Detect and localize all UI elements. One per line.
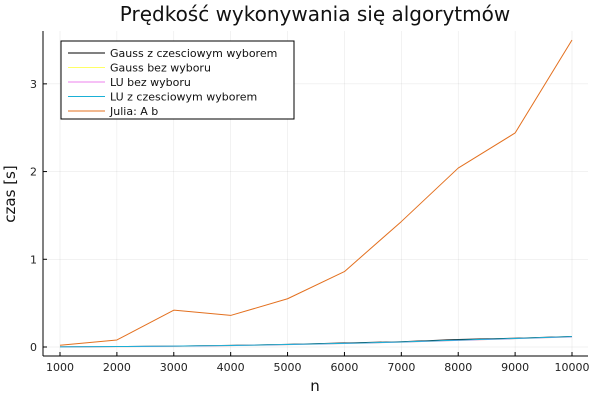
y-tick-label: 2	[30, 166, 37, 179]
x-tick-label: 4000	[217, 361, 245, 374]
x-tick-label: 5000	[274, 361, 302, 374]
x-tick-label: 10000	[555, 361, 590, 374]
x-tick-label: 3000	[160, 361, 188, 374]
legend-label: LU bez wyboru	[110, 76, 191, 89]
x-tick-label: 2000	[103, 361, 131, 374]
y-axis-title: czas [s]	[1, 165, 19, 222]
legend-label: Gauss z czesciowym wyborem	[110, 47, 277, 60]
y-axis-ticks: 0 1 2 3	[30, 78, 47, 354]
axes	[42, 31, 588, 357]
x-tick-label: 9000	[501, 361, 529, 374]
legend: Gauss z czesciowym wyborem Gauss bez wybo…	[60, 40, 295, 120]
x-axis-title: n	[310, 377, 320, 395]
x-tick-label: 6000	[330, 361, 358, 374]
x-tick-label: 8000	[444, 361, 472, 374]
legend-label: Julia: A b	[109, 105, 158, 118]
y-tick-label: 0	[30, 341, 37, 354]
legend-label: LU z czesciowym wyborem	[110, 91, 257, 104]
chart-title: Prędkość wykonywania się algorytmów	[120, 2, 510, 26]
y-tick-label: 3	[30, 78, 37, 91]
y-tick-label: 1	[30, 253, 37, 266]
legend-label: Gauss bez wyboru	[110, 62, 211, 75]
series-lines	[59, 39, 573, 348]
x-tick-label: 1000	[46, 361, 74, 374]
x-axis-ticks: 1000 2000 3000 4000 5000 6000 7000 8000 9000 1000…	[46, 352, 590, 374]
series-line-5	[59, 39, 573, 346]
legend-box	[60, 40, 295, 120]
x-tick-label: 7000	[387, 361, 415, 374]
series-line-4	[59, 336, 573, 348]
